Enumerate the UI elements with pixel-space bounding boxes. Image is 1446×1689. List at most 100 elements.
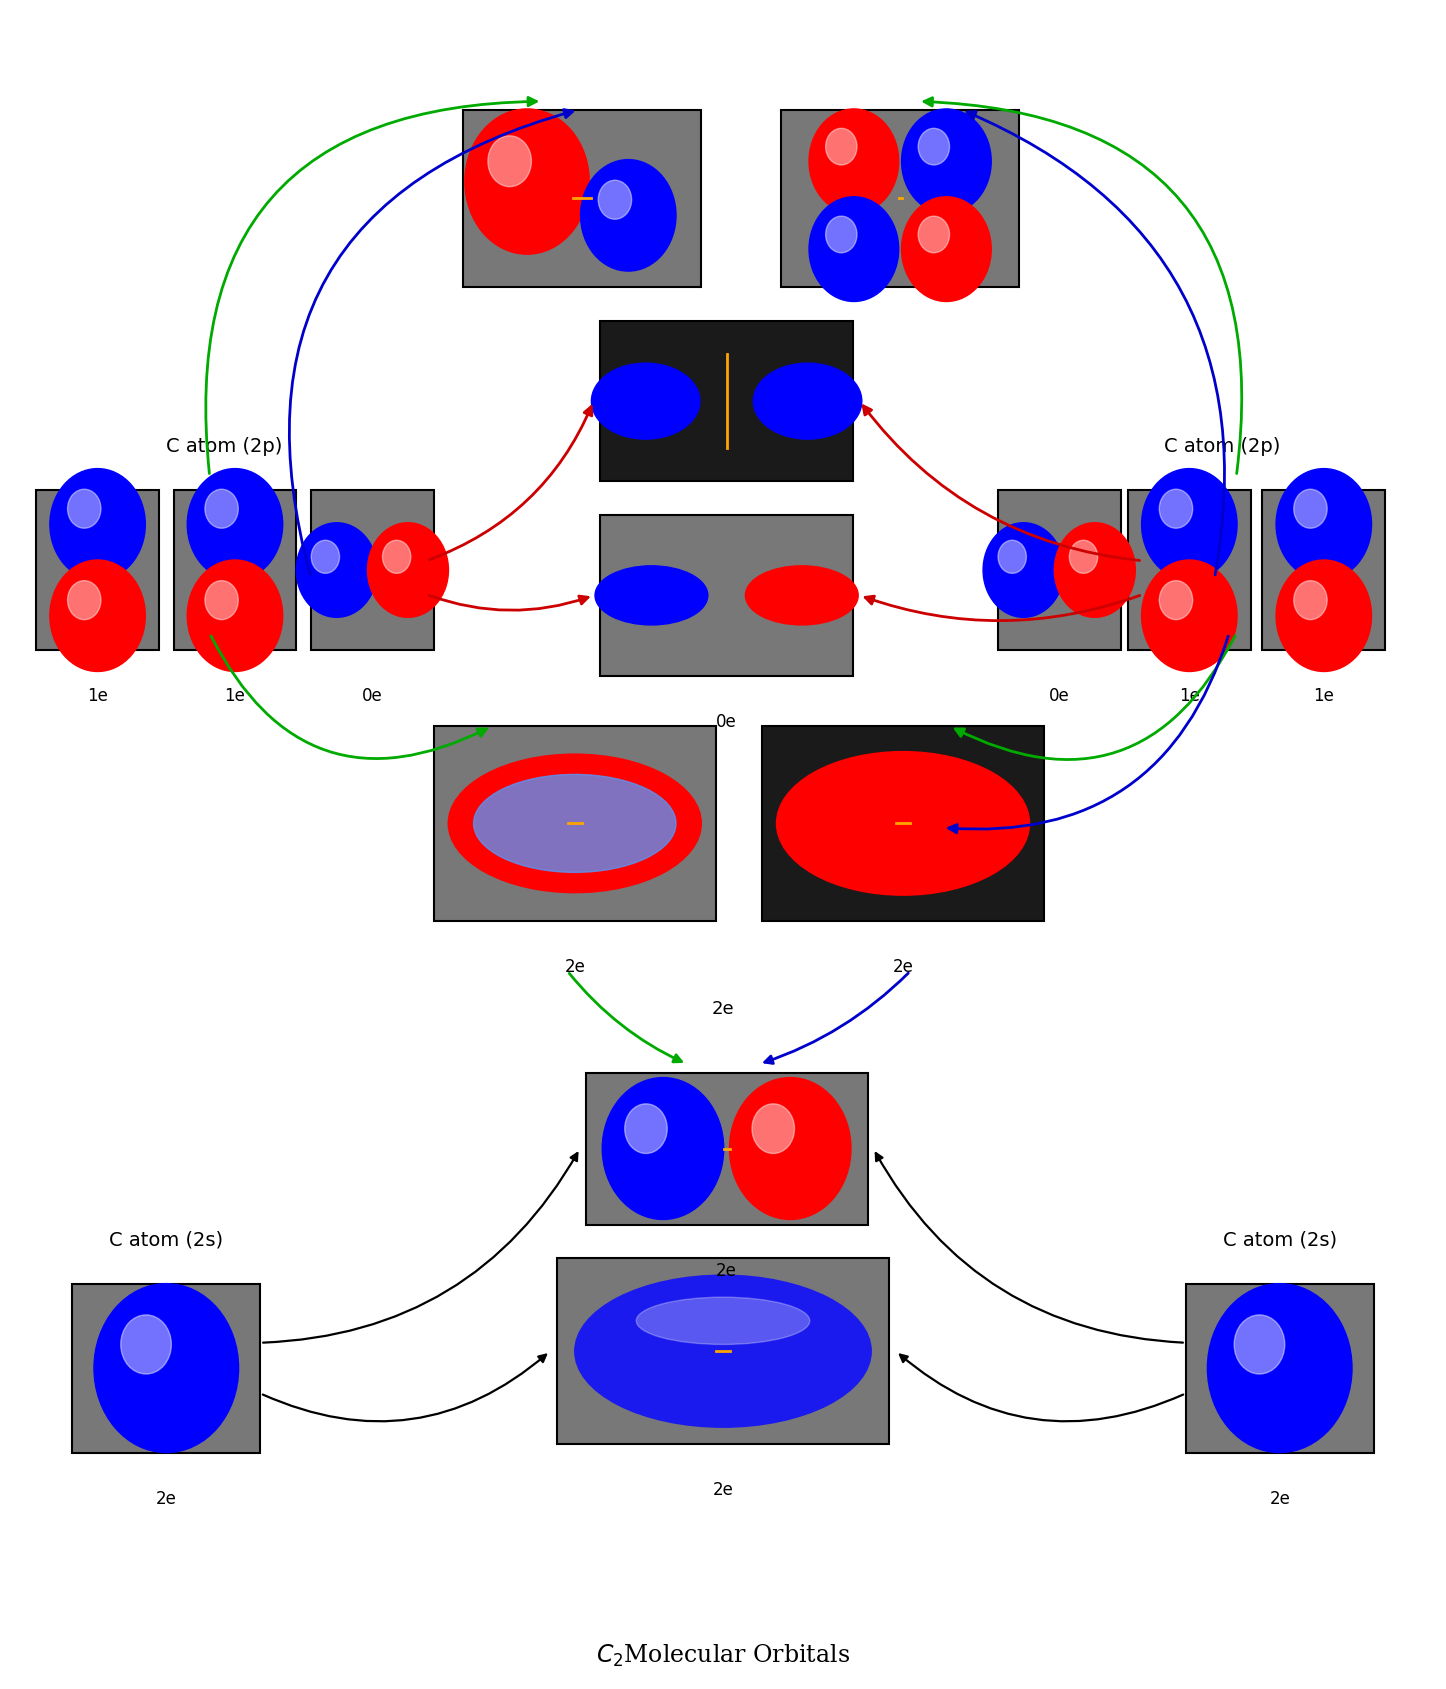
- Circle shape: [625, 1105, 667, 1154]
- Circle shape: [205, 490, 239, 529]
- Circle shape: [810, 110, 899, 215]
- Circle shape: [902, 110, 992, 215]
- Circle shape: [730, 1078, 852, 1219]
- Text: 1e: 1e: [1313, 687, 1335, 706]
- Text: $C_2$Molecular Orbitals: $C_2$Molecular Orbitals: [596, 1642, 850, 1669]
- Text: C atom (2p): C atom (2p): [1164, 437, 1280, 456]
- FancyArrowPatch shape: [205, 98, 536, 473]
- Ellipse shape: [473, 774, 677, 872]
- Text: 2e: 2e: [564, 958, 586, 976]
- Circle shape: [1275, 561, 1371, 672]
- FancyBboxPatch shape: [762, 726, 1044, 921]
- Circle shape: [205, 581, 239, 620]
- Circle shape: [810, 198, 899, 302]
- Text: C atom (2p): C atom (2p): [166, 437, 282, 456]
- Ellipse shape: [636, 1297, 810, 1344]
- Circle shape: [1142, 561, 1238, 672]
- Ellipse shape: [753, 363, 862, 439]
- Circle shape: [826, 128, 857, 166]
- Text: 2e: 2e: [156, 1490, 176, 1508]
- FancyBboxPatch shape: [434, 726, 716, 921]
- Circle shape: [466, 110, 590, 255]
- FancyBboxPatch shape: [1262, 490, 1385, 650]
- Ellipse shape: [574, 1275, 870, 1427]
- Ellipse shape: [777, 752, 1030, 895]
- FancyBboxPatch shape: [463, 110, 701, 287]
- Circle shape: [1160, 581, 1193, 620]
- FancyArrowPatch shape: [876, 1154, 1183, 1343]
- FancyBboxPatch shape: [586, 1073, 868, 1225]
- Circle shape: [311, 540, 340, 573]
- Ellipse shape: [448, 753, 701, 892]
- FancyArrowPatch shape: [263, 1355, 547, 1422]
- FancyArrowPatch shape: [263, 1154, 577, 1343]
- Circle shape: [49, 468, 145, 579]
- Circle shape: [918, 128, 950, 166]
- FancyBboxPatch shape: [998, 490, 1121, 650]
- Circle shape: [603, 1078, 724, 1219]
- Circle shape: [1142, 468, 1238, 579]
- Circle shape: [983, 524, 1064, 618]
- Circle shape: [121, 1314, 172, 1375]
- Text: 0e: 0e: [1048, 687, 1070, 706]
- Circle shape: [1207, 1284, 1352, 1453]
- Text: 0e: 0e: [716, 713, 737, 731]
- Text: 2e: 2e: [1270, 1490, 1290, 1508]
- Text: 2e: 2e: [713, 1481, 733, 1500]
- FancyArrowPatch shape: [429, 596, 589, 610]
- Text: 2e: 2e: [711, 1000, 735, 1018]
- Text: 2e: 2e: [716, 1262, 737, 1280]
- FancyBboxPatch shape: [1128, 490, 1251, 650]
- FancyArrowPatch shape: [570, 973, 681, 1062]
- FancyBboxPatch shape: [557, 1258, 889, 1444]
- FancyArrowPatch shape: [924, 98, 1242, 473]
- Circle shape: [382, 540, 411, 573]
- Ellipse shape: [591, 363, 700, 439]
- FancyArrowPatch shape: [899, 1355, 1183, 1422]
- Circle shape: [68, 581, 101, 620]
- FancyBboxPatch shape: [781, 110, 1019, 287]
- Circle shape: [1275, 468, 1371, 579]
- FancyArrowPatch shape: [211, 635, 486, 758]
- FancyBboxPatch shape: [600, 515, 853, 676]
- Circle shape: [1160, 490, 1193, 529]
- FancyBboxPatch shape: [36, 490, 159, 650]
- Circle shape: [94, 1284, 239, 1453]
- Circle shape: [1069, 540, 1098, 573]
- Text: 0e: 0e: [362, 687, 383, 706]
- Text: 1e: 1e: [224, 687, 246, 706]
- FancyArrowPatch shape: [863, 405, 1139, 561]
- FancyArrowPatch shape: [949, 637, 1228, 833]
- Circle shape: [918, 216, 950, 253]
- FancyArrowPatch shape: [865, 596, 1139, 620]
- Ellipse shape: [746, 566, 859, 625]
- Circle shape: [188, 561, 283, 672]
- FancyArrowPatch shape: [429, 407, 591, 559]
- Circle shape: [752, 1105, 794, 1154]
- Text: C atom (2s): C atom (2s): [1223, 1231, 1336, 1250]
- Circle shape: [1054, 524, 1135, 618]
- FancyArrowPatch shape: [765, 973, 908, 1064]
- Circle shape: [49, 561, 145, 672]
- FancyArrowPatch shape: [289, 110, 573, 574]
- Circle shape: [1233, 1314, 1285, 1375]
- FancyBboxPatch shape: [174, 490, 296, 650]
- Text: 1e: 1e: [1178, 687, 1200, 706]
- Text: C atom (2s): C atom (2s): [110, 1231, 223, 1250]
- FancyBboxPatch shape: [72, 1284, 260, 1453]
- Circle shape: [826, 216, 857, 253]
- Text: 1e: 1e: [87, 687, 108, 706]
- Circle shape: [998, 540, 1027, 573]
- FancyArrowPatch shape: [967, 111, 1225, 574]
- FancyArrowPatch shape: [956, 635, 1235, 760]
- Circle shape: [902, 198, 992, 302]
- Ellipse shape: [594, 566, 707, 625]
- Circle shape: [1294, 490, 1327, 529]
- Circle shape: [581, 160, 677, 272]
- Circle shape: [487, 135, 532, 187]
- Circle shape: [296, 524, 377, 618]
- Text: 2e: 2e: [892, 958, 914, 976]
- Circle shape: [367, 524, 448, 618]
- FancyBboxPatch shape: [311, 490, 434, 650]
- Circle shape: [68, 490, 101, 529]
